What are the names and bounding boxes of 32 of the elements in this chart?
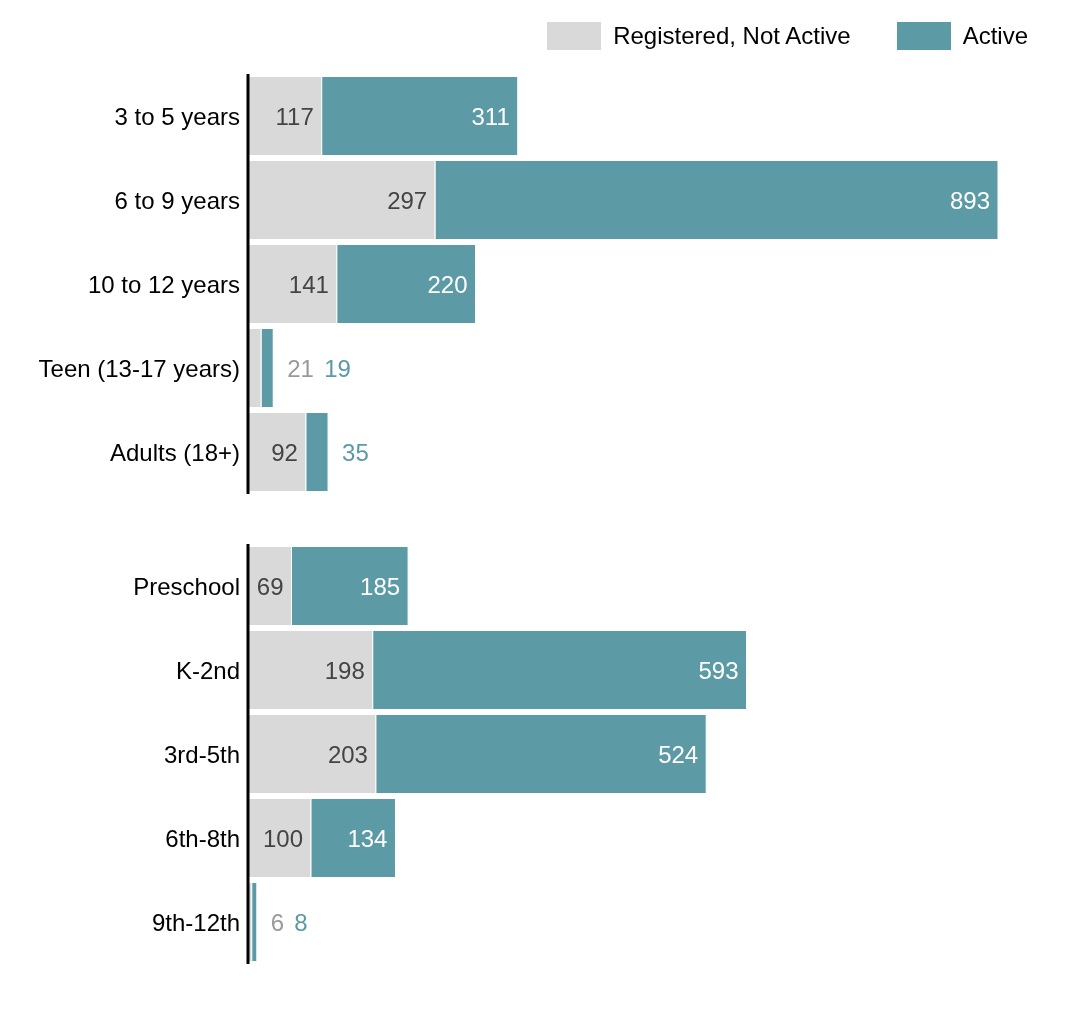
y-tick-label: Preschool (133, 572, 240, 600)
data-label: 185 (360, 572, 401, 600)
y-tick-label: K-2nd (175, 656, 240, 684)
y-tick-label: 6th-8th (165, 824, 240, 852)
data-label: 297 (387, 186, 428, 214)
data-label: 6 (270, 908, 285, 936)
data-label: 198 (324, 656, 365, 684)
data-label: 8 (294, 908, 308, 936)
data-label: 69 (256, 572, 284, 600)
data-label: 35 (342, 438, 369, 466)
data-label: 117 (275, 102, 314, 130)
y-tick-label: 10 to 12 years (87, 270, 240, 298)
data-label: 19 (324, 354, 351, 382)
data-label: 21 (287, 354, 314, 382)
legend-label: Registered, Not Active (613, 22, 851, 50)
y-tick-label: Adults (18+) (109, 438, 240, 466)
legend-label: Active (962, 22, 1028, 50)
y-tick-label: 3 to 5 years (114, 102, 240, 130)
y-tick-label: 6 to 9 years (114, 186, 240, 214)
data-label: 893 (949, 186, 990, 214)
y-tick-label: 9th-12th (151, 908, 240, 936)
data-label: 524 (658, 740, 699, 768)
data-label: 593 (698, 656, 739, 684)
data-label: 203 (327, 740, 368, 768)
data-label: 141 (288, 270, 329, 298)
y-tick-label: 3rd-5th (163, 740, 240, 768)
data-label: 134 (347, 824, 388, 852)
data-label: 311 (471, 102, 510, 130)
data-label: 92 (271, 438, 298, 466)
y-tick-label: Teen (13-17 years) (38, 354, 240, 382)
data-label: 100 (262, 824, 304, 852)
data-label: 220 (427, 270, 468, 298)
